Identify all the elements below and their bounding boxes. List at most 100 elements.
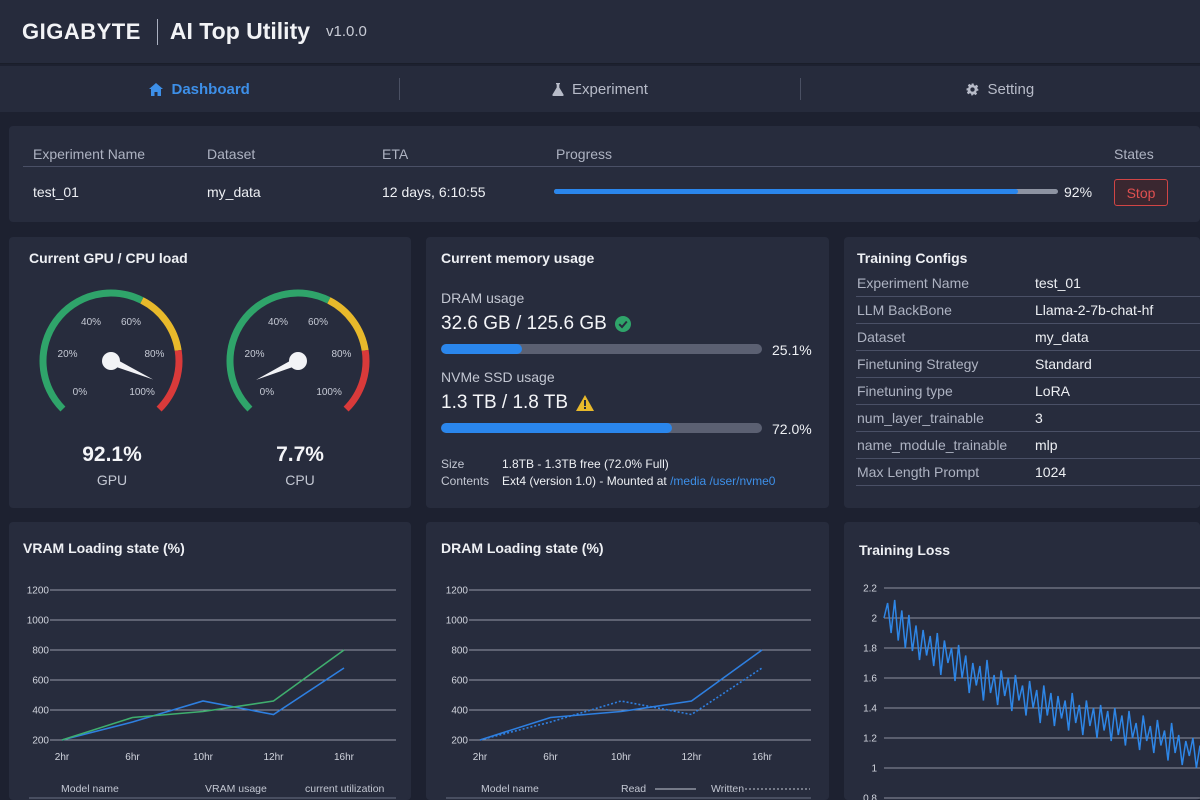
config-value: 1024: [1035, 464, 1067, 480]
cell-dataset: my_data: [207, 184, 261, 200]
stop-button[interactable]: Stop: [1114, 179, 1168, 206]
y-tick-label: 1200: [27, 586, 50, 597]
y-tick-label: 200: [451, 736, 468, 747]
gauge-arc-segment: [327, 297, 369, 352]
x-tick-label: 10hr: [611, 752, 632, 763]
config-key: LLM BackBone: [857, 302, 952, 318]
config-value: mlp: [1035, 437, 1058, 453]
y-tick-label: 0.8: [863, 794, 877, 800]
y-tick-label: 1.8: [863, 644, 877, 655]
config-key: Max Length Prompt: [857, 464, 980, 480]
config-row: Max Length Prompt 1024: [856, 459, 1200, 486]
contents-text: Ext4 (version 1.0) - Mounted at: [502, 474, 667, 488]
nvme-bar-fill: [441, 423, 673, 433]
x-tick-label: 6hr: [125, 752, 140, 763]
loss-chart-title: Training Loss: [859, 542, 951, 558]
tab-experiment-label: Experiment: [572, 80, 648, 98]
col-dataset: Dataset: [207, 146, 256, 162]
table-divider: [23, 166, 1200, 167]
cell-eta: 12 days, 6:10:55: [382, 184, 486, 200]
nvme-label: NVMe SSD usage: [441, 369, 555, 385]
cpu-gauge: 0% 20% 40% 60% 80% 100%: [226, 289, 370, 412]
mount-path-link[interactable]: /media /user/nvme0: [670, 474, 776, 488]
brand-divider: [156, 18, 158, 45]
vram-chart: 200 400 600 800 1000 1200 2hr 6hr 10hr 12hr 16hr Mo…: [27, 586, 396, 799]
config-key: Finetuning type: [857, 383, 953, 399]
training-configs-panel: Training Configs Experiment Name test_01 L…: [844, 237, 1200, 508]
tab-dashboard-label: Dashboard: [171, 80, 250, 98]
y-tick-label: 1: [871, 764, 877, 775]
col-eta: ETA: [382, 146, 409, 162]
y-tick-label: 400: [451, 706, 468, 717]
config-row: name_module_trainable mlp: [856, 432, 1200, 459]
col-progress: Progress: [556, 146, 613, 162]
config-value: Llama-2-7b-chat-hf: [1035, 302, 1154, 318]
legend-label: Read: [621, 783, 646, 795]
gauge-tick-label: 0%: [260, 387, 275, 398]
loss-series-line: [883, 599, 1200, 769]
y-tick-label: 1.4: [863, 704, 877, 715]
dram-bar: [441, 344, 762, 354]
config-key: num_layer_trainable: [857, 410, 984, 426]
dram-value-text: 32.6 GB / 125.6 GB: [441, 313, 607, 334]
gauge-arc-segment: [39, 289, 144, 412]
config-value: 3: [1035, 410, 1043, 426]
check-circle-icon: [614, 316, 631, 332]
y-tick-label: 1000: [446, 616, 469, 627]
y-tick-label: 800: [32, 646, 49, 657]
config-key: Experiment Name: [857, 275, 970, 291]
memory-panel-title: Current memory usage: [441, 250, 595, 266]
cpu-gauge-needle: [256, 357, 300, 380]
gauge-tick-label: 80%: [331, 349, 351, 360]
series-line: [479, 649, 763, 741]
x-tick-label: 16hr: [334, 752, 355, 763]
cell-experiment-name: test_01: [33, 184, 79, 200]
training-configs-title: Training Configs: [857, 250, 968, 266]
y-tick-label: 1200: [446, 586, 469, 597]
memory-panel: Current memory usage DRAM usage 32.6 GB …: [426, 237, 829, 508]
x-tick-label: 16hr: [752, 752, 773, 763]
dram-bar-fill: [441, 344, 522, 354]
x-tick-label: 2hr: [473, 752, 488, 763]
config-value: Standard: [1035, 356, 1092, 372]
gauges: 0% 20% 40% 60% 80% 100% 0% 20% 40% 60% 80% 100%: [39, 289, 370, 412]
dram-chart-panel: DRAM Loading state (%) 200 400 600 800 1000 1…: [426, 522, 829, 800]
warning-icon: [576, 395, 595, 411]
tab-dashboard[interactable]: Dashboard: [0, 78, 399, 100]
series-line: [479, 667, 763, 741]
dram-percent: 25.1%: [772, 342, 812, 358]
config-key: name_module_trainable: [857, 437, 1008, 453]
gpu-label: GPU: [96, 472, 128, 488]
gpu-gauge-needle: [109, 357, 154, 380]
tab-setting[interactable]: Setting: [801, 78, 1200, 100]
experiment-table-header: Experiment Name Dataset ETA Progress Sta…: [33, 144, 1200, 164]
load-panel: Current GPU / CPU load 0% 20% 40% 60% 80% 100…: [9, 237, 411, 508]
gauge-tick-label: 20%: [245, 349, 265, 360]
config-value: LoRA: [1035, 383, 1071, 399]
legend-label: current utilization: [305, 783, 385, 795]
cpu-label: CPU: [285, 472, 315, 488]
config-value: my_data: [1035, 329, 1089, 345]
gauge-hub: [289, 352, 307, 370]
x-tick-label: 10hr: [193, 752, 214, 763]
y-tick-label: 800: [451, 646, 468, 657]
y-tick-label: 1000: [27, 616, 50, 627]
tab-experiment[interactable]: Experiment: [400, 78, 799, 100]
y-tick-label: 2: [871, 614, 877, 625]
app-title: AI Top Utility: [169, 18, 311, 44]
app-version: v1.0.0: [326, 23, 367, 40]
gauge-tick-label: 60%: [121, 317, 141, 328]
gauge-hub: [102, 352, 120, 370]
nav-divider: [399, 78, 401, 100]
config-row: Finetuning type LoRA: [856, 378, 1200, 405]
tab-setting-label: Setting: [987, 80, 1035, 98]
table-row[interactable]: test_01 my_data 12 days, 6:10:55 92% Sto…: [33, 179, 1200, 206]
config-key: Dataset: [857, 329, 906, 345]
progress-bar: [554, 189, 1058, 194]
x-tick-label: 6hr: [543, 752, 558, 763]
config-value: test_01: [1035, 275, 1081, 291]
dram-chart: 200 400 600 800 1000 1200 2hr 6hr 10hr 12hr 16hr Mo…: [446, 586, 811, 799]
vram-chart-panel: VRAM Loading state (%) 200 400 600 800 1000 1…: [9, 522, 411, 800]
experiment-table: Experiment Name Dataset ETA Progress Sta…: [9, 126, 1200, 222]
progress-bar-fill: [554, 189, 1018, 194]
